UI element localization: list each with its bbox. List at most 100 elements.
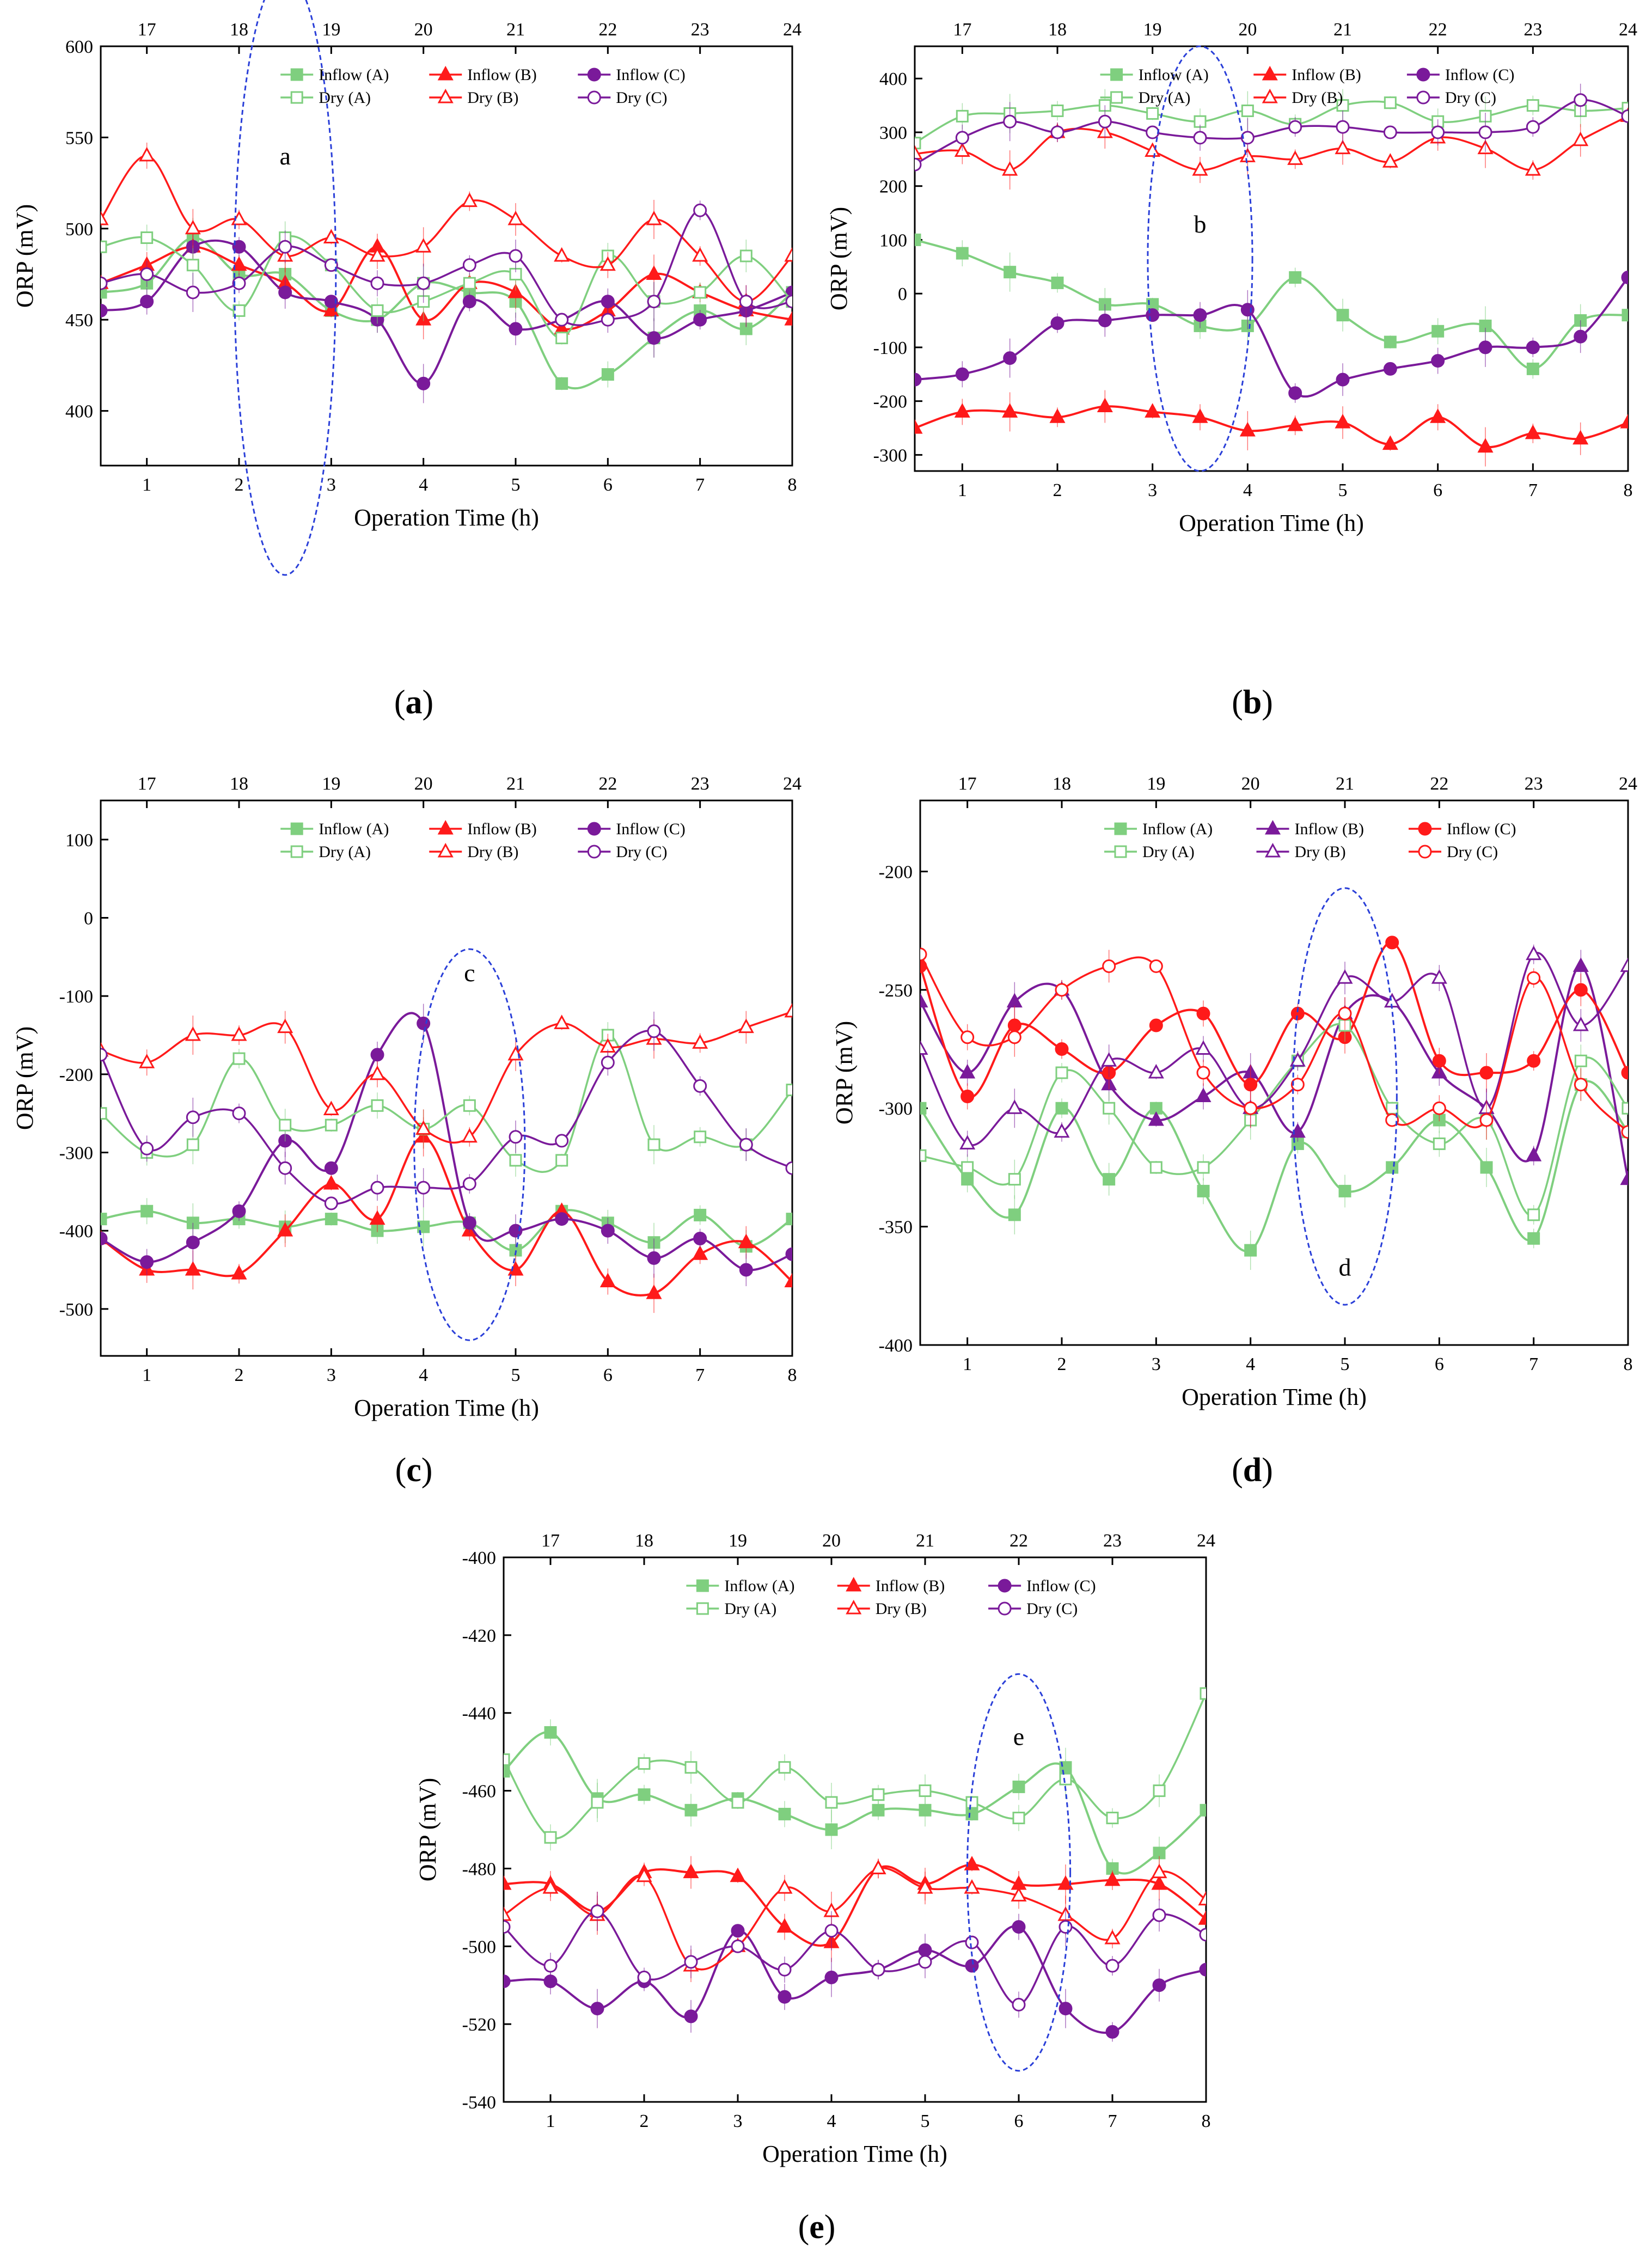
data-point [1200, 1687, 1206, 1700]
data-point [1146, 125, 1160, 139]
legend-marker [1262, 88, 1278, 103]
panel-e: 1 2 3 4 5 6 7 817 18 19 20 21 22 23 24-540-520-500-480… [414, 1531, 1215, 2246]
x-tick-label: 2 [235, 475, 244, 495]
data-point [965, 1796, 978, 1809]
ellipse-annotation: c [464, 959, 475, 987]
top-tick-label: 18 [230, 774, 248, 794]
y-tick-label: -200 [59, 1065, 93, 1085]
data-point [1527, 1054, 1541, 1068]
data-point [824, 1924, 839, 1938]
data-point [784, 1273, 792, 1288]
data-point [369, 1065, 386, 1080]
data-point [1288, 386, 1302, 400]
panel-caption: (e) [798, 2209, 836, 2246]
data-point [959, 1135, 976, 1150]
top-tick-label: 20 [822, 1531, 841, 1551]
data-point [647, 331, 661, 345]
data-point [1336, 309, 1349, 322]
data-point [731, 1939, 745, 1953]
panel-caption-letter: b [1243, 684, 1262, 721]
panel-d: 1 2 3 4 5 6 7 817 18 19 20 21 22 23 24-400-350-300-250… [831, 774, 1637, 1489]
data-point [786, 1084, 792, 1097]
data-point [646, 210, 662, 225]
data-point [1574, 983, 1588, 997]
legend-label: Dry (B) [467, 89, 518, 107]
data-point [1525, 161, 1541, 176]
legend-item: Dry (A) [280, 89, 371, 107]
data-point [1526, 120, 1540, 134]
data-point [824, 1970, 839, 1984]
data-point [1288, 120, 1302, 134]
data-point [1385, 1113, 1399, 1127]
data-point [1525, 424, 1541, 439]
x-tick-label: 3 [1152, 1354, 1161, 1374]
data-point [692, 1245, 708, 1260]
data-point [1526, 99, 1539, 112]
data-point [1527, 1232, 1540, 1245]
data-point [964, 1879, 980, 1894]
legend-item: Dry (A) [1104, 843, 1195, 861]
data-point [739, 249, 752, 262]
data-point [139, 1054, 155, 1068]
y-tick-label: -400 [462, 1548, 496, 1568]
x-tick-label: 3 [733, 2111, 743, 2131]
legend-item: Inflow (A) [686, 1577, 795, 1595]
data-point [1526, 340, 1540, 354]
data-point [647, 295, 661, 309]
y-tick-label: -460 [462, 1782, 496, 1802]
data-point [694, 1208, 707, 1221]
data-point [1146, 107, 1159, 120]
data-point [694, 1130, 707, 1144]
legend-item: Inflow (A) [1104, 820, 1213, 838]
data-point [278, 240, 292, 254]
data-point [1051, 276, 1064, 289]
legend-marker [1416, 68, 1430, 82]
legend-item: Inflow (C) [1409, 820, 1516, 838]
top-tick-label: 24 [1619, 774, 1637, 794]
data-point [1479, 1113, 1494, 1127]
highlight-ellipse [234, 0, 337, 576]
data-point [1098, 314, 1112, 328]
y-tick-label: -300 [873, 445, 907, 466]
data-point [1145, 403, 1161, 418]
x-tick-label: 8 [1624, 480, 1633, 500]
x-tick-label: 3 [1148, 480, 1157, 500]
data-point [1149, 1161, 1162, 1174]
y-tick-label: 450 [65, 310, 93, 331]
x-tick-label: 1 [142, 475, 151, 495]
data-point [1336, 120, 1350, 134]
data-point [231, 1265, 247, 1280]
data-point [325, 1118, 338, 1132]
legend-label: Inflow (A) [1142, 820, 1213, 838]
data-point [370, 276, 384, 290]
data-point [1338, 1184, 1351, 1197]
legend-label: Inflow (A) [319, 66, 389, 84]
top-tick-label: 19 [1147, 774, 1165, 794]
series-line-dry-b- [504, 1867, 1206, 1971]
legend-item: Inflow (C) [988, 1577, 1096, 1595]
x-tick-label: 7 [1528, 480, 1538, 500]
x-tick-label: 4 [1243, 480, 1252, 500]
data-point [1574, 93, 1588, 107]
legend-label: Inflow (A) [724, 1577, 794, 1595]
x-tick-label: 2 [235, 1365, 244, 1385]
data-point [462, 1216, 476, 1230]
data-point [1002, 161, 1018, 176]
data-point [140, 295, 154, 309]
data-point [1431, 325, 1445, 338]
data-point [599, 1273, 616, 1288]
data-point [738, 1233, 754, 1249]
data-point [1622, 1102, 1628, 1115]
data-point [1104, 1871, 1121, 1886]
legend-label: Inflow (C) [1026, 1577, 1096, 1595]
data-point [1621, 1125, 1628, 1139]
legend-marker [290, 68, 303, 81]
data-point [504, 1875, 512, 1890]
data-point [231, 1026, 247, 1041]
legend-label: Inflow (A) [319, 820, 389, 838]
legend-marker [1418, 822, 1432, 836]
y-axis-title: ORP (mV) [414, 1778, 441, 1881]
legend-marker [437, 65, 454, 81]
data-point [785, 1247, 792, 1261]
